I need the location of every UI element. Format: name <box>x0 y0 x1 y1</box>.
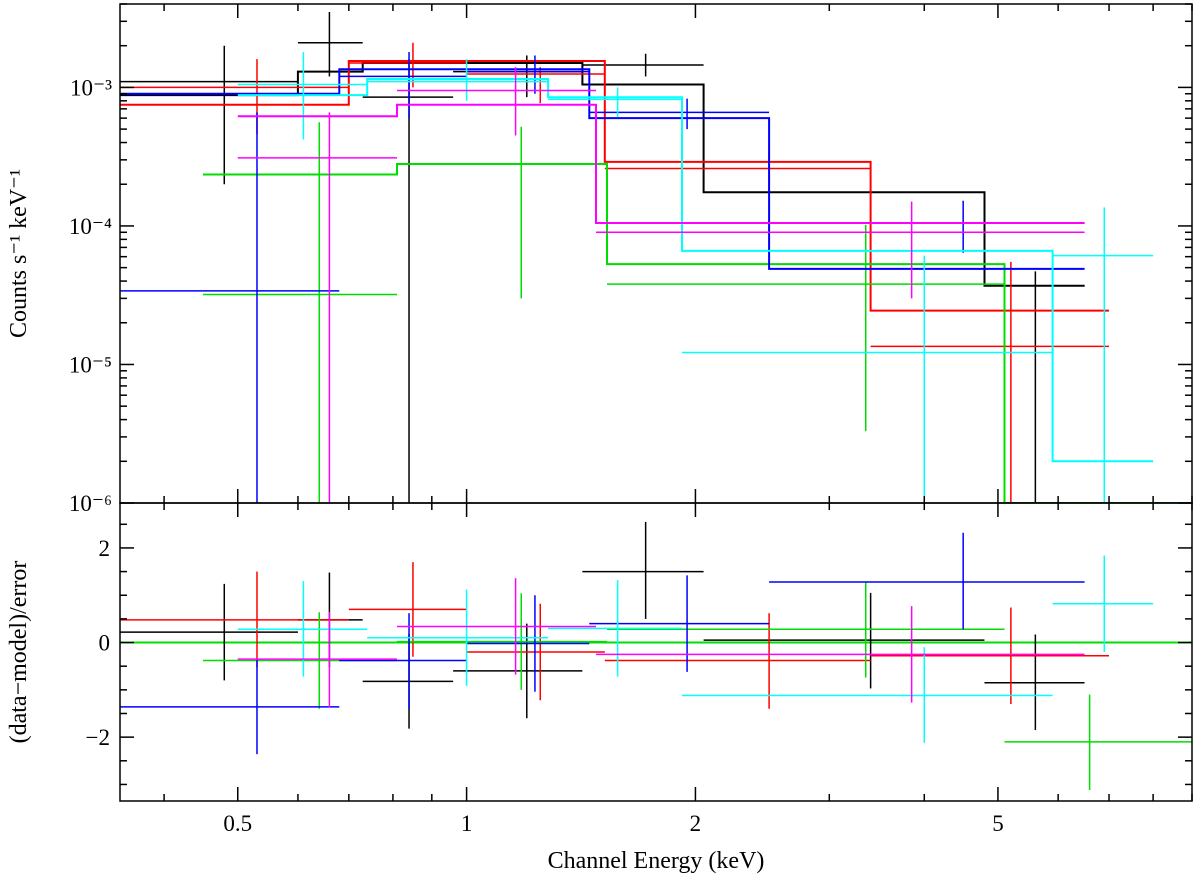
residual-point-errorbar <box>596 606 1085 703</box>
y-tick-label: 10⁻⁵ <box>69 352 112 377</box>
residual-point-errorbar <box>120 583 298 681</box>
data-point-errorbar <box>870 261 1110 503</box>
residuals-y-axis-title: (data−model)/error <box>6 561 32 744</box>
residual-point-errorbar <box>1052 555 1154 652</box>
y-tick-label: 0 <box>99 631 111 656</box>
residual-point-errorbar <box>606 581 1005 678</box>
model-step-line <box>203 163 1192 503</box>
data-point-errorbar <box>120 45 298 185</box>
residual-point-errorbar <box>548 580 682 677</box>
residual-series <box>202 581 1192 791</box>
y-tick-label: −2 <box>86 725 110 750</box>
data-point-errorbar <box>397 67 597 136</box>
model-step-line <box>237 78 1154 463</box>
residuals-plot-area <box>120 521 1192 791</box>
data-point-errorbar <box>466 67 605 104</box>
residual-series <box>120 562 1110 709</box>
model-step-line <box>120 68 1085 270</box>
residual-point-errorbar <box>237 581 368 677</box>
residual-point-errorbar <box>870 607 1110 705</box>
data-point-errorbar <box>769 200 1085 253</box>
data-point-errorbar <box>984 271 1085 503</box>
residual-point-errorbar <box>466 603 605 701</box>
residual-point-errorbar <box>681 647 1053 743</box>
residual-series <box>120 521 1085 731</box>
y-tick-label: 2 <box>99 536 111 561</box>
x-axis-title: Channel Energy (keV) <box>548 848 765 874</box>
y-tick-label: 10⁻⁴ <box>69 214 112 239</box>
residual-point-errorbar <box>604 613 871 709</box>
data-point-errorbar <box>604 150 871 195</box>
residual-point-errorbar <box>362 634 454 729</box>
residual-point-errorbar <box>1004 694 1192 791</box>
data-point-errorbar <box>606 224 1005 432</box>
data-point-errorbar <box>339 52 467 119</box>
residual-point-errorbar <box>367 589 549 687</box>
spectrum-series <box>120 12 1085 503</box>
data-point-errorbar <box>237 112 398 503</box>
spectrum-panel-frame <box>119 3 1193 504</box>
residual-point-errorbar <box>466 595 590 692</box>
spectrum-y-axis-title: Counts s⁻¹ keV⁻¹ <box>6 169 32 338</box>
residual-point-errorbar <box>582 521 704 619</box>
data-point-errorbar <box>362 59 454 503</box>
residual-point-errorbar <box>397 578 597 675</box>
residuals-panel: 0.5 1 2 5 2 0 −2 (data−model)/error Channel En… <box>6 502 1193 874</box>
residual-point-errorbar <box>769 532 1085 630</box>
residual-point-errorbar <box>120 571 349 668</box>
data-point-errorbar <box>1052 207 1154 503</box>
data-point-errorbar <box>397 126 607 299</box>
x-tick-label: 0.5 <box>223 811 252 836</box>
data-point-errorbar <box>596 201 1085 299</box>
y-tick-label: 10⁻³ <box>70 75 112 100</box>
spectrum-axes: 10⁻³ 10⁻⁴ 10⁻⁵ 10⁻⁶ <box>69 3 1193 516</box>
residual-point-errorbar <box>120 658 340 755</box>
residual-series <box>237 555 1154 743</box>
data-point-errorbar <box>237 52 368 140</box>
y-tick-label: 10⁻⁶ <box>69 491 112 516</box>
data-point-errorbar <box>582 53 704 77</box>
spectrum-series <box>237 52 1154 503</box>
model-step-line <box>120 60 1109 312</box>
spectrum-series <box>202 122 1192 503</box>
residual-series <box>120 532 1085 755</box>
spectrum-panel: 10⁻³ 10⁻⁴ 10⁻⁵ 10⁻⁶ Counts s⁻¹ keV⁻¹ <box>6 3 1193 516</box>
x-tick-label: 2 <box>690 811 702 836</box>
data-point-errorbar <box>297 12 363 77</box>
residual-point-errorbar <box>339 613 467 709</box>
residual-point-errorbar <box>237 611 398 708</box>
residuals-panel-frame <box>119 502 1193 802</box>
spectrum-series <box>237 67 1085 503</box>
data-point-errorbar <box>466 55 590 94</box>
residual-point-errorbar <box>703 592 985 689</box>
spectrum-plot-area <box>120 12 1192 503</box>
residual-point-errorbar <box>397 593 607 690</box>
residuals-axes: 0.5 1 2 5 2 0 −2 <box>86 503 1193 836</box>
data-point-errorbar <box>120 112 340 503</box>
residual-point-errorbar <box>984 634 1085 731</box>
data-point-errorbar <box>120 59 349 135</box>
data-point-errorbar <box>202 122 398 503</box>
data-point-errorbar <box>681 255 1053 503</box>
data-point-errorbar <box>589 98 770 130</box>
data-point-errorbar <box>367 59 549 101</box>
x-tick-label: 1 <box>461 811 473 836</box>
model-step-line <box>237 103 1085 224</box>
residual-point-errorbar <box>453 623 583 719</box>
data-point-errorbar <box>548 87 682 118</box>
spectrum-series <box>120 52 1085 503</box>
residual-point-errorbar <box>589 575 770 672</box>
residual-series <box>237 578 1085 708</box>
x-tick-label: 5 <box>992 811 1004 836</box>
